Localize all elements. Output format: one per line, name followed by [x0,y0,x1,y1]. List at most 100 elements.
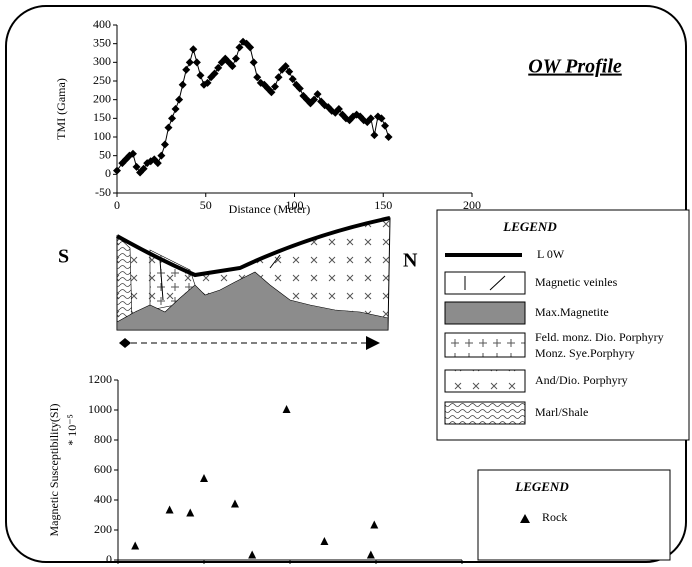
point [377,114,386,123]
y-axis-label: Magnetic Susceptibility(SI) [47,404,61,537]
point [203,78,212,87]
x-tick-label: 200 [463,198,481,212]
legend [436,209,690,441]
legend-entry: And/Dio. Porphyry [535,373,628,387]
point [285,67,294,76]
y-tick-label: 200 [93,91,111,105]
point [186,508,195,517]
x-tick-label: 0 [115,565,121,567]
point [320,537,329,545]
point [370,520,379,529]
point [248,550,257,559]
point [164,123,173,132]
point [224,58,233,67]
point [282,405,291,413]
point [178,80,187,89]
point [185,58,194,67]
legend-title: LEGEND [502,219,557,234]
y-tick-label: 600 [94,462,112,476]
x-tick-label: 100 [286,198,304,212]
point [189,45,198,54]
point [210,69,219,78]
x-tick-label: 150 [367,565,385,567]
south-label: S [58,246,69,268]
y-tick-label: 100 [93,129,111,143]
y-tick-label: -50 [95,185,111,199]
cross-section [116,216,391,350]
point [334,105,343,113]
point [246,43,255,52]
y-tick-label: 1200 [88,372,112,386]
north-label: N [403,250,418,272]
profile-title: OW Profile [528,56,622,78]
point [132,162,141,171]
y-tick-label: 400 [94,492,112,506]
x-tick-label: 150 [374,198,392,212]
x-tick-label: 0 [114,198,120,212]
y-tick-label: 50 [99,147,111,161]
point [288,75,297,84]
y-tick-label: 0 [105,166,111,180]
point [228,62,237,71]
y-tick-label: 300 [93,54,111,68]
legend-entry: Magnetic veinles [535,275,618,289]
point [253,73,262,82]
point [235,43,244,52]
point [192,58,201,67]
x-tick-label: 100 [281,565,299,567]
point [231,54,240,63]
x-tick-label: 50 [200,198,212,212]
y-tick-label: 1000 [88,402,112,416]
legend-entry: Marl/Shale [535,405,588,419]
point [200,474,208,482]
point [270,82,279,91]
point [139,164,148,173]
point [370,131,379,140]
y-tick-label: 400 [93,17,111,31]
legend2-title: LEGEND [514,479,569,494]
y-axis-label: TMI (Gama) [54,78,68,140]
point [171,105,180,113]
y-axis-unit: * 10⁻⁵ [65,414,79,446]
point [157,151,166,160]
point [366,550,375,559]
point [381,121,390,130]
legend2-symbol [520,514,530,523]
y-tick-label: 150 [93,110,111,124]
x-axis-label: Distance (Meter) [229,202,311,216]
point [153,159,162,168]
point [131,541,140,550]
point [168,114,177,123]
legend2-entry: Rock [542,510,567,524]
legend-entry: Monz. Sye.Porphyry [535,346,635,360]
point [366,114,375,123]
y-tick-label: 200 [94,522,112,536]
point [313,90,322,99]
point [160,140,169,149]
legend2 [477,469,671,561]
y-tick-label: 800 [94,432,112,446]
legend-entry: L 0W [537,247,565,261]
point [295,84,304,93]
y-tick-label: 250 [93,73,111,87]
point [113,166,121,175]
point [196,71,205,80]
legend-entry: Feld. monz. Dio. Porphyry [535,330,664,344]
point [249,58,258,67]
point [230,499,239,508]
point [281,62,290,71]
x-tick-label: 50 [198,565,210,567]
point [267,88,276,97]
point [310,95,319,104]
point [175,95,184,104]
point [384,133,393,141]
point [214,63,223,72]
y-tick-label: 350 [93,35,111,49]
legend-entry: Max.Magnetite [535,305,609,319]
point [182,65,191,74]
y-tick-label: 0 [106,552,112,566]
point [165,505,174,514]
point [128,149,137,158]
x-tick-label: 200 [453,565,471,567]
